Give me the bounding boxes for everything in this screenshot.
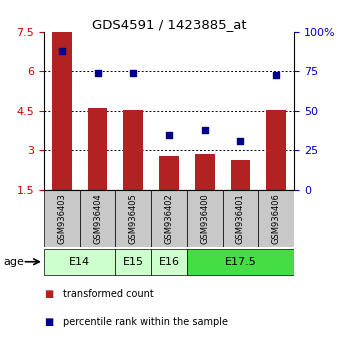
Bar [44, 190, 80, 247]
Bar [231, 160, 250, 190]
Bar [115, 190, 151, 247]
Text: GSM936404: GSM936404 [93, 193, 102, 244]
Text: E15: E15 [123, 257, 144, 267]
Bar [195, 154, 215, 190]
Text: GSM936403: GSM936403 [57, 193, 66, 244]
Bar [151, 249, 187, 275]
Bar [151, 190, 187, 247]
Point [273, 72, 279, 78]
Title: GDS4591 / 1423885_at: GDS4591 / 1423885_at [92, 18, 246, 31]
Text: E14: E14 [69, 257, 90, 267]
Text: ■: ■ [44, 289, 53, 299]
Text: GSM936401: GSM936401 [236, 193, 245, 244]
Bar [123, 110, 143, 190]
Text: GSM936400: GSM936400 [200, 193, 209, 244]
Text: ■: ■ [44, 317, 53, 327]
Text: age: age [3, 257, 24, 267]
Bar [187, 190, 223, 247]
Bar [159, 156, 179, 190]
Text: E16: E16 [159, 257, 179, 267]
Text: GSM936402: GSM936402 [165, 193, 173, 244]
Text: GSM936405: GSM936405 [129, 193, 138, 244]
Point [59, 48, 65, 54]
Point [238, 138, 243, 144]
Bar [80, 190, 115, 247]
Bar [115, 249, 151, 275]
Point [95, 70, 100, 76]
Point [166, 132, 172, 137]
Text: GSM936406: GSM936406 [272, 193, 281, 244]
Bar [52, 32, 72, 190]
Bar [223, 190, 258, 247]
Bar [44, 249, 115, 275]
Bar [187, 249, 294, 275]
Text: percentile rank within the sample: percentile rank within the sample [63, 317, 227, 327]
Text: transformed count: transformed count [63, 289, 153, 299]
Bar [266, 110, 286, 190]
Point [130, 70, 136, 76]
Point [202, 127, 208, 133]
Text: E17.5: E17.5 [224, 257, 256, 267]
Bar [88, 108, 107, 190]
Bar [258, 190, 294, 247]
